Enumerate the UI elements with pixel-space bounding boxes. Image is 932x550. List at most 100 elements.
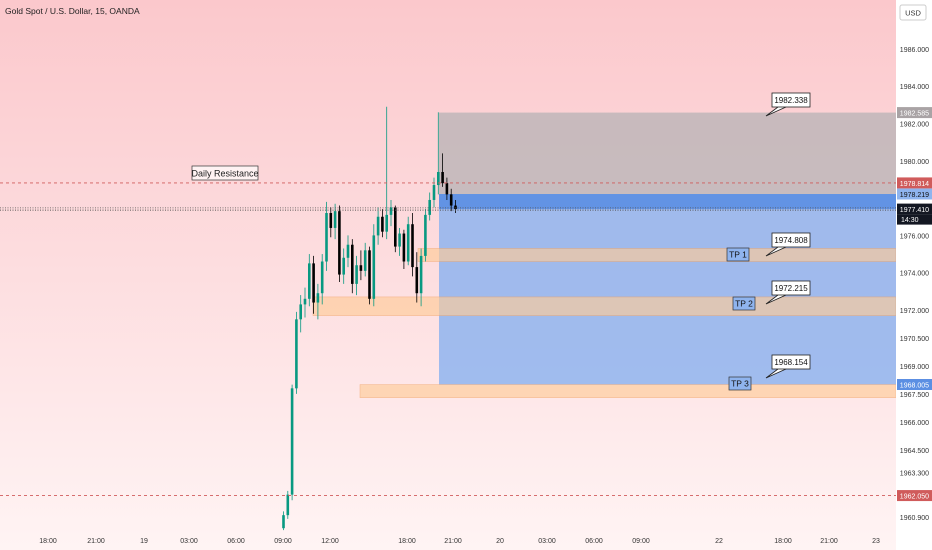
tp-box-2 — [312, 296, 897, 316]
x-tick-label: 21:00 — [87, 538, 105, 545]
x-tick-label: 18:00 — [774, 538, 792, 545]
current-price-tag: 1977.410 — [900, 207, 929, 214]
y-tick-label: 1972.000 — [900, 308, 929, 315]
tp-box-1 — [417, 248, 897, 262]
candle-body — [316, 293, 320, 303]
candle-body — [372, 235, 376, 299]
callout-tp3-price-pointer — [765, 368, 787, 379]
candle-body — [342, 257, 345, 275]
candle-body — [368, 250, 371, 299]
y-tick-label: 1982.000 — [900, 122, 929, 129]
candle-body — [428, 199, 431, 215]
entry-band — [439, 194, 896, 210]
tp-label-2: TP 2 — [735, 299, 753, 309]
candle-body — [381, 216, 384, 232]
countdown-bg — [897, 214, 932, 225]
x-tick-label: 06:00 — [585, 538, 603, 545]
callout-stop-price-pointer — [765, 106, 787, 117]
callout-stop-price-box — [771, 92, 811, 108]
callout-tp2-price-pointer — [765, 294, 787, 305]
daily-resistance-label: Daily Resistance — [191, 169, 258, 179]
candle-body — [449, 194, 453, 206]
x-tick-label: 03:00 — [180, 538, 198, 545]
callout-tp2-price-box — [771, 280, 811, 296]
candle-body — [419, 255, 423, 294]
tp-label-3: TP 3 — [731, 379, 749, 389]
candle-body — [290, 388, 294, 495]
callout-stop-price-text: 1982.338 — [774, 96, 808, 105]
candle-body — [299, 304, 302, 320]
x-tick-label: 09:00 — [632, 538, 650, 545]
candle-body — [389, 207, 393, 215]
x-tick-label: 03:00 — [538, 538, 556, 545]
y-tick-label: 1976.000 — [900, 233, 929, 240]
candle-body — [402, 233, 406, 262]
y-tick-label: 1974.000 — [900, 271, 929, 278]
resistance-price-tag-bg — [897, 177, 932, 189]
x-tick-label: 21:00 — [444, 538, 462, 545]
callout-tp1-price-box — [771, 232, 811, 248]
stop-price-tag: 1982.585 — [900, 111, 929, 118]
y-tick-label: 1986.000 — [900, 47, 929, 54]
candle-body — [432, 185, 436, 200]
x-tick-label: 18:00 — [398, 538, 416, 545]
symbol-title: Gold Spot / U.S. Dollar, 15, OANDA — [5, 6, 140, 16]
y-tick-label: 1980.000 — [900, 159, 929, 166]
candle-body — [398, 233, 401, 247]
candle-body — [329, 213, 333, 228]
low-price-tag-bg — [897, 490, 932, 502]
tp-box-3 — [359, 384, 897, 398]
callout-tp1-price-pointer — [765, 246, 787, 257]
candle-body — [333, 211, 337, 228]
y-tick-label: 1963.300 — [900, 470, 929, 477]
candle-body — [346, 244, 350, 258]
tp-label-1: TP 1 — [729, 250, 747, 260]
stop-price-tag-bg — [897, 107, 932, 119]
daily-resistance-box — [191, 165, 259, 181]
target-price-tag: 1968.005 — [900, 383, 929, 390]
y-tick-label: 1967.500 — [900, 392, 929, 399]
x-tick-label: 20 — [496, 538, 504, 545]
candle-body — [445, 183, 449, 195]
candle-body — [325, 213, 328, 262]
candle-body — [286, 494, 290, 516]
candle-body — [411, 224, 414, 268]
resistance-price-tag: 1978.814 — [900, 181, 929, 188]
candle-body — [355, 265, 358, 284]
callout-tp3-price-box — [771, 354, 811, 370]
entry-price-tag-bg — [897, 188, 932, 200]
target-price-tag-bg — [897, 379, 932, 391]
candle-body — [295, 319, 298, 389]
candle-body — [303, 298, 307, 305]
callout-tp3-price-text: 1968.154 — [774, 358, 808, 367]
currency-button[interactable] — [899, 4, 927, 21]
y-tick-label: 1960.900 — [900, 515, 929, 522]
tp-label-box-2 — [732, 296, 756, 311]
callout-tp1-price-text: 1974.808 — [774, 236, 808, 245]
candle-body — [376, 216, 380, 236]
candle-body — [359, 265, 363, 271]
stop-loss-zone — [439, 112, 896, 195]
currency-label: USD — [905, 9, 921, 18]
candle-body — [308, 263, 311, 299]
countdown-label: 14:30 — [901, 217, 919, 224]
candle-body — [424, 214, 427, 256]
low-price-tag: 1962.050 — [900, 494, 929, 501]
x-tick-label: 09:00 — [274, 538, 292, 545]
x-tick-label: 22 — [715, 538, 723, 545]
candle-body — [363, 250, 367, 271]
candle-body — [406, 224, 410, 262]
candle-body — [282, 515, 285, 529]
candle-body — [394, 207, 397, 247]
x-tick-label: 19 — [140, 538, 148, 545]
candle-body — [338, 211, 341, 275]
x-tick-label: 12:00 — [321, 538, 339, 545]
current-price-tag-bg — [897, 203, 932, 215]
take-profit-zone — [439, 194, 896, 385]
candle-body — [351, 244, 354, 284]
y-tick-label: 1984.000 — [900, 84, 929, 91]
candle-body — [320, 261, 324, 294]
entry-price-tag: 1978.219 — [900, 192, 929, 199]
